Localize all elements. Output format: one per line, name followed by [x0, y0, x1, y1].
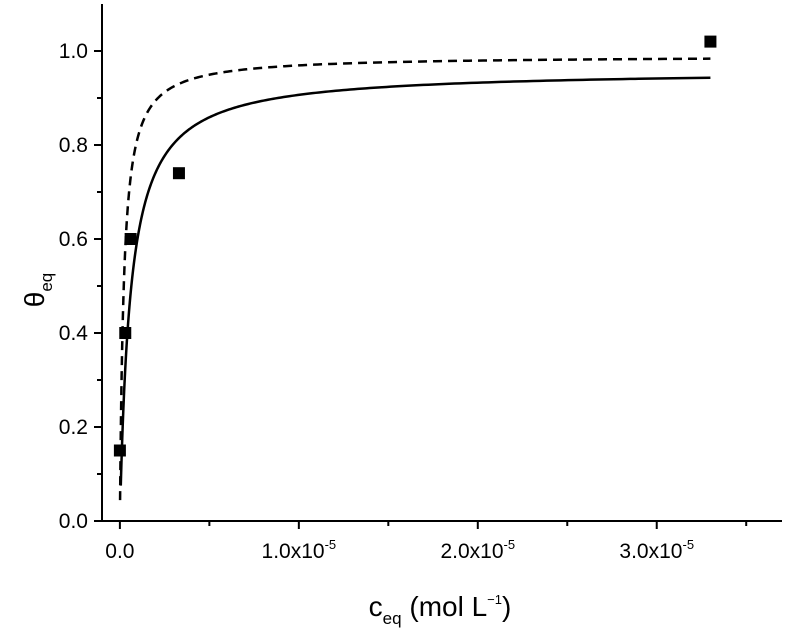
- y-axis-title: θeq: [19, 273, 56, 308]
- y-tick-label: 0.6: [59, 228, 88, 251]
- y-tick-label: 1.0: [59, 40, 88, 63]
- data-point-square: [704, 35, 717, 48]
- x-tick-label: 3.0x10-5: [619, 537, 694, 563]
- y-tick-label: 0.4: [59, 322, 89, 345]
- y-tick-label: 0.0: [59, 510, 88, 533]
- x-tick-label: 0.0: [105, 540, 134, 563]
- x-ticks: 0.0 1.0x10-5 2.0x10-5 3.0x10-5: [105, 521, 748, 563]
- y-tick-label: 0.8: [59, 134, 88, 157]
- data-point-square: [172, 167, 185, 180]
- x-tick-label: 1.0x10-5: [262, 537, 337, 563]
- solid-fit-curve: [119, 76, 711, 486]
- data-point-square: [124, 233, 137, 245]
- y-ticks: 0.0 0.2 0.4 0.6 0.8 1.0: [59, 40, 102, 533]
- data-point-square: [113, 444, 126, 457]
- plot-area: [113, 35, 717, 501]
- data-markers: [113, 35, 717, 457]
- x-axis-title: ceq (mol L−1): [369, 591, 512, 628]
- dashed-fit-curve: [118, 57, 711, 501]
- x-tick-label: 2.0x10-5: [440, 537, 515, 563]
- data-point-square: [119, 327, 132, 339]
- y-tick-label: 0.2: [59, 416, 88, 439]
- fit-lines: [118, 57, 711, 501]
